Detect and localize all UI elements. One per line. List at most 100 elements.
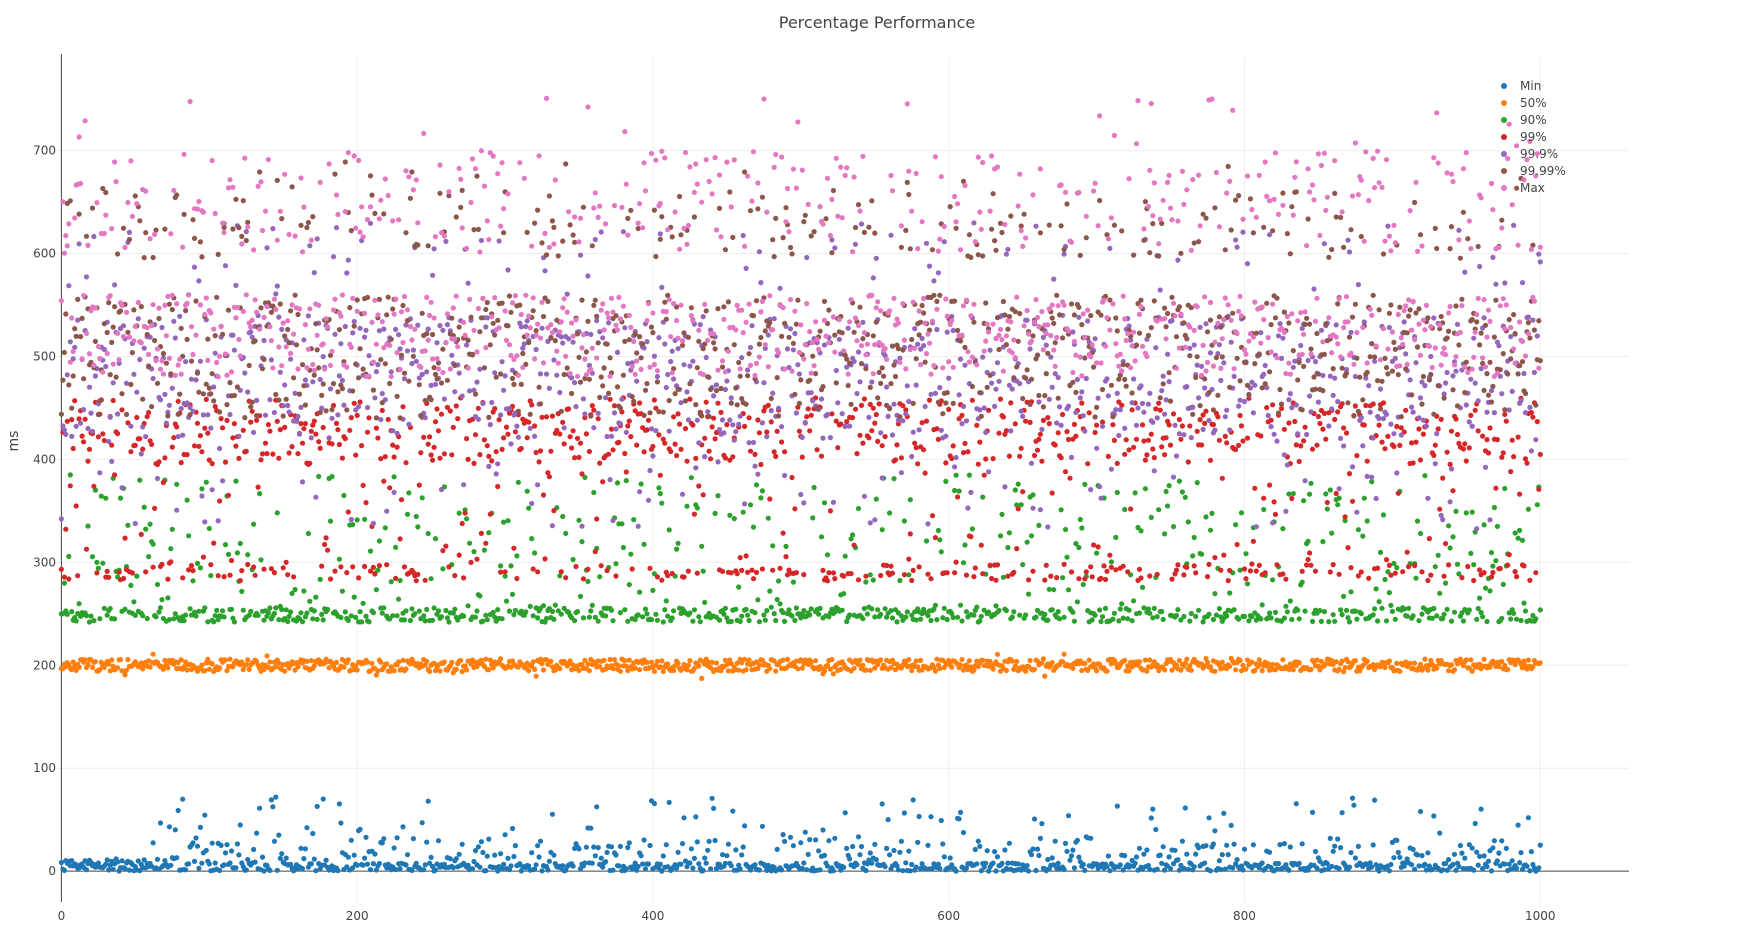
point-99.9% (909, 454, 914, 459)
point-99.9% (588, 332, 593, 337)
point-Min (1122, 853, 1127, 858)
point-99.9% (522, 341, 527, 346)
point-99.9% (1424, 424, 1429, 429)
point-99% (1167, 422, 1172, 427)
point-99% (547, 474, 552, 479)
point-90% (578, 594, 583, 599)
point-99.9% (78, 421, 83, 426)
point-50% (334, 660, 339, 665)
point-90% (325, 607, 330, 612)
point-99.9% (872, 517, 877, 522)
point-90% (329, 474, 334, 479)
point-99% (1425, 578, 1430, 583)
point-99.9% (514, 424, 519, 429)
point-90% (508, 563, 513, 568)
point-99.9% (742, 501, 747, 506)
point-90% (420, 495, 425, 500)
point-99.9% (1084, 376, 1089, 381)
point-Min (594, 804, 599, 809)
point-Min (605, 850, 610, 855)
point-99% (1254, 568, 1259, 573)
point-99.9% (1453, 369, 1458, 374)
point-90% (959, 618, 964, 623)
point-Min (1329, 864, 1334, 869)
point-50% (659, 658, 664, 663)
point-90% (498, 563, 503, 568)
point-99% (1144, 452, 1149, 457)
point-50% (245, 657, 250, 662)
point-99.9% (993, 387, 998, 392)
point-99.9% (236, 434, 241, 439)
series-99.9% (59, 220, 1543, 531)
point-99.9% (127, 230, 132, 235)
point-50% (115, 665, 120, 670)
point-90% (238, 541, 243, 546)
point-90% (692, 607, 697, 612)
point-99.9% (434, 340, 439, 345)
point-99.9% (1177, 431, 1182, 436)
point-50% (1023, 669, 1028, 674)
point-99% (233, 444, 238, 449)
point-99% (723, 455, 728, 460)
point-99% (473, 432, 478, 437)
point-Min (911, 797, 916, 802)
point-90% (1499, 616, 1504, 621)
point-90% (257, 491, 262, 496)
point-99% (1017, 454, 1022, 459)
point-99.9% (384, 509, 389, 514)
point-50% (686, 663, 691, 668)
point-Min (883, 864, 888, 869)
point-99.9% (1033, 224, 1038, 229)
point-90% (1374, 586, 1379, 591)
point-99.9% (362, 335, 367, 340)
point-90% (587, 615, 592, 620)
point-99.9% (1385, 224, 1390, 229)
point-Min (1251, 842, 1256, 847)
point-99.9% (711, 393, 716, 398)
point-99% (1416, 426, 1421, 431)
point-90% (1196, 608, 1201, 613)
point-99% (1433, 443, 1438, 448)
point-90% (942, 606, 947, 611)
point-99.9% (804, 255, 809, 260)
point-Min (1499, 838, 1504, 843)
point-90% (285, 619, 290, 624)
point-99% (624, 469, 629, 474)
point-90% (1171, 524, 1176, 529)
point-99.9% (1341, 443, 1346, 448)
point-Min (1211, 841, 1216, 846)
point-50% (1062, 652, 1067, 657)
point-99% (152, 506, 157, 511)
point-99% (1193, 570, 1198, 575)
point-99% (266, 422, 271, 427)
point-99% (503, 569, 508, 574)
point-99% (760, 566, 765, 571)
point-90% (1445, 607, 1450, 612)
point-90% (68, 472, 73, 477)
point-99.9% (112, 282, 117, 287)
point-99% (566, 406, 571, 411)
point-90% (1381, 512, 1386, 517)
point-99% (683, 426, 688, 431)
point-99.9% (124, 381, 129, 386)
point-99% (309, 429, 314, 434)
point-99.9% (1418, 395, 1423, 400)
point-99% (650, 444, 655, 449)
point-99.9% (1109, 467, 1114, 472)
point-Min (279, 851, 284, 856)
point-99.9% (1416, 415, 1421, 420)
point-99.9% (776, 406, 781, 411)
point-Min (244, 867, 249, 872)
point-90% (818, 606, 823, 611)
point-99% (452, 573, 457, 578)
point-50% (1243, 667, 1248, 672)
point-90% (464, 516, 469, 521)
point-90% (319, 612, 324, 617)
point-90% (723, 606, 728, 611)
point-Min (190, 840, 195, 845)
point-99% (366, 415, 371, 420)
point-90% (340, 589, 345, 594)
point-99.9% (1050, 385, 1055, 390)
point-99.9% (859, 221, 864, 226)
point-90% (961, 560, 966, 565)
